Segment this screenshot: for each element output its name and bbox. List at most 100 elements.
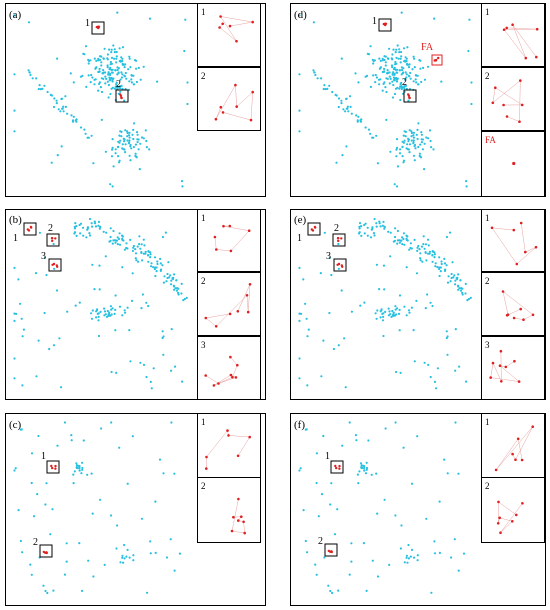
star-point xyxy=(131,133,134,136)
pattern-star xyxy=(229,249,233,253)
star-point xyxy=(166,272,169,276)
star-point xyxy=(129,66,132,69)
star-point xyxy=(87,58,90,62)
star-point xyxy=(356,120,359,123)
pattern-link xyxy=(236,91,253,107)
star-point xyxy=(79,222,83,225)
star-point xyxy=(114,241,117,244)
star-point xyxy=(360,464,363,467)
star-point xyxy=(419,67,422,70)
star-point xyxy=(104,150,107,153)
star-point xyxy=(60,97,63,101)
star-point xyxy=(72,482,75,485)
false-alarm-candidate: FA xyxy=(421,42,443,66)
pattern-star xyxy=(491,101,495,105)
star-point xyxy=(360,225,363,228)
star-point xyxy=(30,481,33,485)
pattern-star xyxy=(514,458,517,462)
star-point xyxy=(121,235,124,238)
star-point xyxy=(304,302,307,305)
star-point xyxy=(384,427,387,430)
star-point xyxy=(370,473,373,476)
candidate-box: 2 xyxy=(332,223,346,247)
star-point xyxy=(121,87,124,90)
star-point xyxy=(44,589,47,593)
star-point xyxy=(375,134,378,137)
star-point xyxy=(434,265,437,268)
subplot-frame xyxy=(481,336,545,400)
candidate-box: 1 xyxy=(41,451,60,474)
star-point xyxy=(446,353,449,356)
pattern-star xyxy=(217,382,220,385)
subplot-frame xyxy=(197,477,261,543)
star-point xyxy=(415,133,418,136)
star-point xyxy=(170,279,173,282)
star-point xyxy=(38,84,41,87)
star-point xyxy=(99,498,102,501)
star-point xyxy=(135,259,138,262)
pattern-star xyxy=(237,497,240,501)
star-point xyxy=(302,509,305,512)
star-point xyxy=(116,68,119,72)
star-point xyxy=(88,217,92,221)
subplot-frame xyxy=(481,131,545,197)
star-point xyxy=(431,250,434,253)
star-point xyxy=(98,288,101,291)
star-point xyxy=(126,247,129,250)
star-point xyxy=(412,139,415,142)
star-point xyxy=(388,75,391,78)
star-point xyxy=(27,69,30,72)
star-point xyxy=(397,312,401,315)
star-point xyxy=(465,180,468,183)
star-point xyxy=(82,226,85,229)
matched-star xyxy=(26,228,29,231)
candidate-rect xyxy=(307,222,321,236)
star-point xyxy=(34,272,38,275)
star-point xyxy=(128,136,131,139)
star-point xyxy=(109,514,113,517)
star-point xyxy=(109,183,112,186)
star-point xyxy=(56,444,59,447)
star-point xyxy=(337,589,340,592)
subplot-2: 2 xyxy=(197,272,261,336)
star-point xyxy=(134,59,137,62)
candidate-rect xyxy=(91,21,105,35)
star-point xyxy=(13,130,16,133)
star-point xyxy=(78,469,81,472)
star-point xyxy=(429,375,432,379)
star-point xyxy=(28,71,31,74)
star-point xyxy=(298,357,301,360)
star-point xyxy=(78,466,81,470)
star-point xyxy=(396,44,399,47)
pattern-star xyxy=(213,235,217,239)
star-point xyxy=(19,539,22,543)
star-point xyxy=(99,310,102,313)
star-point xyxy=(90,317,94,320)
pattern-star xyxy=(245,294,249,297)
star-point xyxy=(320,375,323,378)
pattern-link xyxy=(235,85,237,107)
star-point xyxy=(149,253,152,256)
star-point xyxy=(431,304,434,308)
pattern-star xyxy=(221,111,225,114)
star-point xyxy=(312,21,315,24)
star-point xyxy=(129,238,132,241)
star-point xyxy=(123,543,126,547)
star-point xyxy=(340,57,343,60)
star-point xyxy=(107,314,110,317)
star-point xyxy=(376,162,379,165)
star-point xyxy=(159,257,162,260)
star-point xyxy=(421,260,424,263)
subplot-label: 2 xyxy=(201,71,206,81)
star-point xyxy=(306,384,309,387)
pattern-star xyxy=(489,376,493,379)
star-point xyxy=(412,134,415,137)
star-point xyxy=(142,252,145,255)
pattern-star xyxy=(534,245,538,249)
star-point xyxy=(107,313,111,316)
pattern-link xyxy=(520,222,526,253)
pattern-star xyxy=(494,86,497,89)
star-point xyxy=(399,371,402,374)
star-point xyxy=(124,129,127,132)
star-point xyxy=(403,139,406,142)
